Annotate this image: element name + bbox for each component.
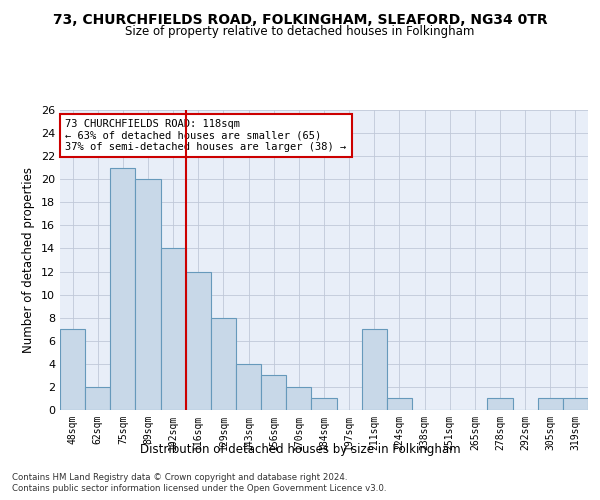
Bar — [261, 376, 286, 410]
Text: 73, CHURCHFIELDS ROAD, FOLKINGHAM, SLEAFORD, NG34 0TR: 73, CHURCHFIELDS ROAD, FOLKINGHAM, SLEAF… — [53, 12, 547, 26]
Bar — [161, 248, 186, 410]
Bar — [136, 179, 161, 410]
Bar — [211, 318, 236, 410]
Bar — [110, 168, 136, 410]
Y-axis label: Number of detached properties: Number of detached properties — [22, 167, 35, 353]
Bar — [487, 398, 512, 410]
Bar — [362, 329, 387, 410]
Bar — [563, 398, 588, 410]
Bar — [186, 272, 211, 410]
Bar — [85, 387, 110, 410]
Bar — [236, 364, 261, 410]
Bar — [538, 398, 563, 410]
Text: 73 CHURCHFIELDS ROAD: 118sqm
← 63% of detached houses are smaller (65)
37% of se: 73 CHURCHFIELDS ROAD: 118sqm ← 63% of de… — [65, 119, 347, 152]
Bar — [387, 398, 412, 410]
Text: Contains HM Land Registry data © Crown copyright and database right 2024.: Contains HM Land Registry data © Crown c… — [12, 472, 347, 482]
Text: Distribution of detached houses by size in Folkingham: Distribution of detached houses by size … — [140, 442, 460, 456]
Bar — [60, 329, 85, 410]
Bar — [286, 387, 311, 410]
Bar — [311, 398, 337, 410]
Text: Size of property relative to detached houses in Folkingham: Size of property relative to detached ho… — [125, 25, 475, 38]
Text: Contains public sector information licensed under the Open Government Licence v3: Contains public sector information licen… — [12, 484, 386, 493]
